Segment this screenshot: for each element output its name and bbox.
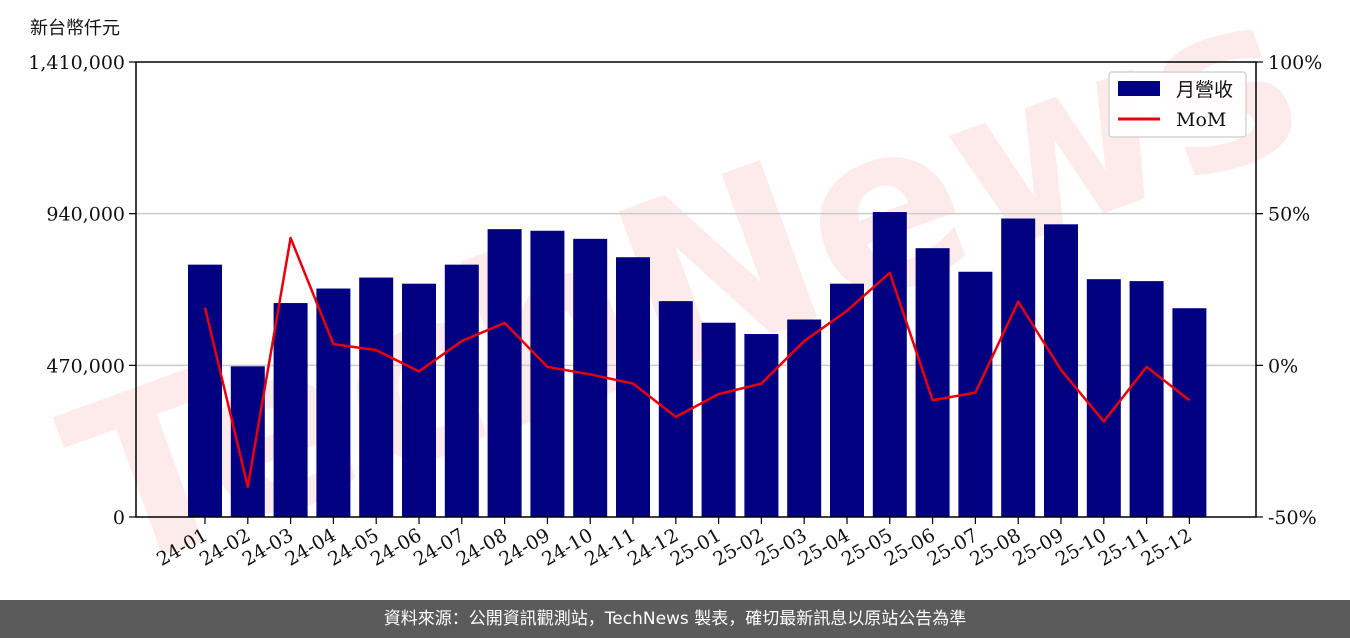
- y-axis-unit-label: 新台幣仟元: [30, 18, 120, 39]
- legend-swatch-bar: [1118, 81, 1160, 96]
- right-tick-label: -50%: [1268, 507, 1317, 529]
- bar-25-06: [915, 248, 950, 517]
- left-axis-ticks: 0 470,000 940,000 1,410,000: [28, 52, 136, 529]
- bar-24-04: [316, 288, 351, 517]
- legend-label-mom: MoM: [1176, 109, 1226, 131]
- bar-24-03: [273, 303, 308, 517]
- plot-border: [135, 61, 1257, 518]
- bar-25-10: [1086, 279, 1121, 517]
- bar-25-01: [701, 322, 736, 517]
- bar-24-05: [359, 277, 394, 517]
- bar-25-05: [872, 212, 907, 517]
- bar-24-07: [444, 264, 479, 517]
- bar-25-08: [1001, 218, 1036, 518]
- bar-24-01: [188, 264, 222, 517]
- plot-frame: [135, 61, 1257, 518]
- right-tick-label: 50%: [1268, 204, 1310, 226]
- mom-line-series: [203, 236, 1191, 488]
- legend: 月營收 MoM: [1108, 71, 1247, 138]
- left-tick-label: 1,410,000: [28, 52, 125, 74]
- bar-24-06: [402, 283, 436, 517]
- bar-24-08: [487, 229, 522, 518]
- source-footer: 資料來源：公開資訊觀測站，TechNews 製表，確切最新訊息以原站公告為準: [0, 600, 1350, 638]
- left-tick-label: 940,000: [46, 204, 125, 226]
- left-tick-label: 470,000: [46, 355, 125, 377]
- bar-25-12: [1172, 308, 1207, 517]
- left-tick-label: 0: [113, 507, 125, 529]
- bar-25-03: [787, 319, 822, 517]
- right-tick-label: 0%: [1268, 355, 1298, 377]
- bar-25-04: [830, 283, 864, 517]
- right-tick-label: 100%: [1268, 52, 1322, 74]
- x-tick-label: 25-12: [1137, 524, 1195, 570]
- bar-24-09: [530, 230, 565, 517]
- right-axis-ticks: -50% 0% 50% 100%: [1256, 52, 1322, 529]
- bar-25-02: [744, 334, 779, 517]
- bar-series: [188, 212, 1207, 518]
- bar-24-11: [616, 257, 650, 517]
- legend-label-revenue: 月營收: [1176, 79, 1233, 101]
- bar-25-11: [1129, 281, 1164, 517]
- mom-line: [203, 236, 1191, 488]
